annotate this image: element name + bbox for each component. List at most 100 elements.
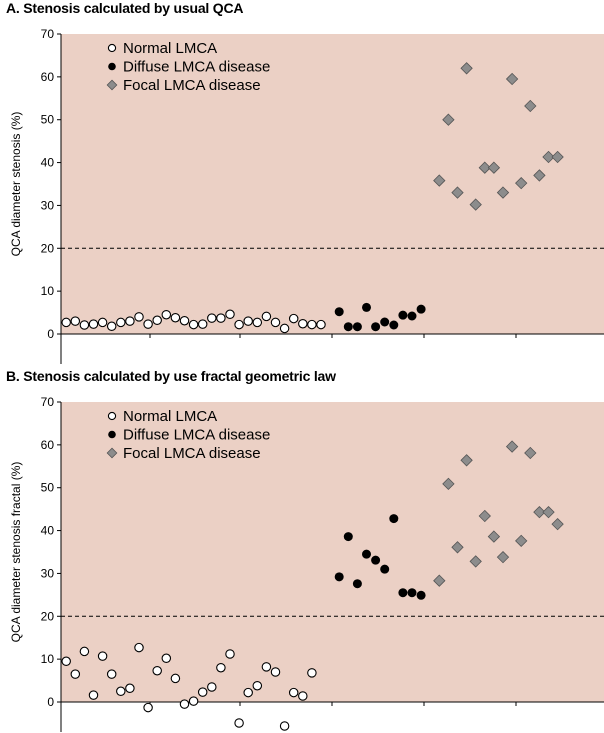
data-point-normal — [61, 656, 71, 667]
data-point-focal — [496, 186, 510, 199]
data-point-normal — [143, 319, 153, 329]
data-point-focal — [487, 161, 501, 174]
data-point-normal — [152, 665, 162, 676]
y-tick-label: 30 — [41, 566, 55, 580]
y-tick-label: 0 — [47, 695, 54, 709]
legend-marker-normal — [107, 411, 117, 421]
data-point-diffuse — [334, 307, 344, 317]
data-point-normal — [161, 309, 172, 320]
data-point-diffuse — [362, 549, 371, 559]
data-point-normal — [134, 642, 144, 653]
y-tick-label: 50 — [41, 481, 55, 495]
y-tick-label: 40 — [41, 156, 55, 170]
data-point-normal — [298, 691, 308, 701]
data-point-normal — [170, 673, 181, 684]
data-point-normal — [106, 669, 117, 679]
data-point-focal — [478, 509, 491, 523]
data-point-focal — [451, 186, 464, 199]
data-point-diffuse — [389, 514, 399, 524]
data-point-normal — [116, 317, 126, 328]
data-point-focal — [505, 440, 519, 453]
chart-title: A. Stenosis calculated by usual QCA — [6, 0, 244, 16]
data-point-normal — [252, 317, 263, 328]
data-point-normal — [270, 667, 281, 677]
data-point-focal — [442, 113, 455, 126]
data-point-diffuse — [389, 320, 399, 330]
data-point-normal — [134, 312, 144, 322]
data-point-normal — [261, 311, 272, 322]
data-point-normal — [143, 702, 153, 713]
data-point-normal — [197, 319, 208, 329]
data-point-focal — [496, 550, 510, 564]
data-point-focal — [442, 477, 455, 491]
data-point-focal — [524, 99, 537, 113]
plot-background — [61, 402, 604, 702]
data-point-normal — [270, 317, 281, 328]
data-point-diffuse — [343, 532, 353, 542]
data-point-diffuse — [371, 555, 381, 565]
data-point-diffuse — [343, 322, 353, 332]
data-point-diffuse — [352, 322, 362, 332]
chart-b-svg: 0 10 20 30 40 50 60 70 QCA diameter stenosis fra… — [9, 395, 604, 732]
data-point-normal — [97, 317, 108, 328]
data-point-normal — [261, 662, 272, 672]
data-point-normal — [188, 319, 199, 330]
data-point-focal — [469, 555, 482, 568]
data-point-normal — [125, 683, 135, 694]
y-tick-label: 40 — [41, 524, 55, 538]
data-point-normal — [79, 320, 90, 330]
data-point-focal — [533, 169, 546, 182]
data-point-normal — [179, 315, 190, 326]
data-point-focal — [433, 174, 446, 187]
data-point-focal — [515, 176, 528, 190]
panel-b: B. Stenosis calculated by use fractal ge… — [0, 368, 604, 733]
data-point-diffuse — [371, 322, 381, 332]
y-tick-label: 70 — [41, 395, 55, 409]
data-point-normal — [288, 313, 299, 324]
data-point-normal — [216, 313, 226, 323]
y-tick-label: 20 — [41, 609, 55, 623]
data-point-normal — [207, 682, 217, 692]
y-tick-label: 50 — [41, 113, 55, 127]
legend-marker-diffuse — [108, 430, 116, 439]
panel-a: A. Stenosis calculated by usual QCA 0 10 2… — [0, 0, 604, 365]
data-point-normal — [288, 687, 299, 698]
legend-label: Diffuse LMCA disease — [123, 427, 270, 444]
data-point-normal — [61, 317, 71, 328]
data-point-diffuse — [352, 579, 362, 589]
data-point-normal — [298, 318, 308, 329]
data-point-normal — [225, 309, 235, 320]
data-point-normal — [179, 699, 190, 709]
y-tick-label: 20 — [41, 241, 55, 255]
data-point-normal — [307, 319, 317, 330]
data-point-normal — [152, 315, 162, 326]
data-point-normal — [88, 319, 99, 329]
data-point-diffuse — [380, 317, 390, 327]
data-point-focal — [524, 446, 537, 460]
data-point-normal — [106, 321, 117, 332]
data-point-normal — [97, 651, 108, 661]
data-point-focal — [542, 150, 555, 164]
y-tick-label: 60 — [41, 70, 55, 84]
legend-marker-focal — [106, 79, 118, 91]
data-point-normal — [88, 690, 99, 700]
data-point-normal — [188, 696, 199, 706]
data-point-focal — [487, 530, 501, 543]
data-point-normal — [243, 316, 253, 326]
data-point-diffuse — [398, 588, 408, 598]
data-point-normal — [125, 316, 135, 326]
data-point-diffuse — [398, 310, 408, 320]
data-point-normal — [207, 313, 217, 323]
data-point-normal — [307, 668, 317, 678]
data-point-normal — [316, 319, 326, 330]
plot-background — [61, 34, 604, 334]
data-point-normal — [225, 649, 235, 659]
data-point-normal — [234, 319, 244, 330]
legend-marker-focal — [106, 447, 118, 459]
data-point-normal — [197, 687, 208, 697]
data-point-focal — [460, 454, 473, 467]
y-tick-label: 10 — [41, 284, 55, 298]
data-point-diffuse — [407, 311, 417, 321]
data-point-focal — [515, 534, 528, 548]
